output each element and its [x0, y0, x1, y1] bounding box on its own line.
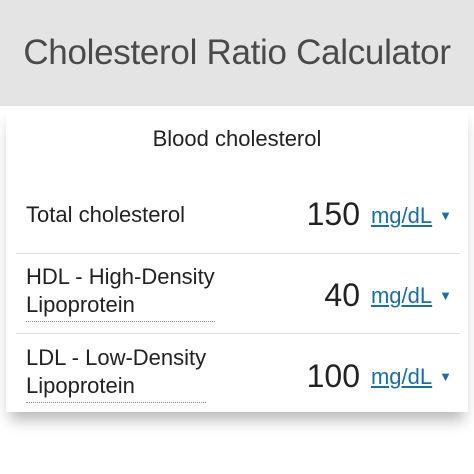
total-cholesterol-input[interactable]: 150	[307, 194, 360, 234]
chevron-down-icon: ▼	[439, 282, 452, 310]
label-line: Lipoprotein	[26, 291, 215, 319]
total-cholesterol-row: Total cholesterol 150 mg/dL ▼	[16, 177, 460, 254]
ldl-row: LDL - Low-Density Lipoprotein 100 mg/dL ▼	[16, 334, 460, 412]
label-line: Total cholesterol	[26, 201, 185, 229]
total-cholesterol-label: Total cholesterol	[26, 201, 185, 229]
header-bar: Cholesterol Ratio Calculator	[0, 0, 474, 106]
ldl-unit-select[interactable]: mg/dL ▼	[371, 363, 452, 391]
label-line: Lipoprotein	[26, 372, 206, 400]
chevron-down-icon: ▼	[439, 202, 452, 230]
ldl-label: LDL - Low-Density Lipoprotein	[26, 344, 206, 403]
chevron-down-icon: ▼	[439, 363, 452, 391]
section-title: Blood cholesterol	[6, 106, 468, 172]
hdl-input[interactable]: 40	[324, 275, 360, 315]
ldl-input[interactable]: 100	[307, 356, 360, 396]
hdl-row: HDL - High-Density Lipoprotein 40 mg/dL ▼	[16, 253, 460, 334]
unit-label: mg/dL	[371, 364, 432, 389]
label-line: HDL - High-Density	[26, 263, 215, 291]
hdl-label: HDL - High-Density Lipoprotein	[26, 263, 215, 322]
calculator-card: Blood cholesterol Total cholesterol 150 …	[6, 106, 468, 412]
label-line: LDL - Low-Density	[26, 344, 206, 372]
hdl-unit-select[interactable]: mg/dL ▼	[371, 282, 452, 310]
page-title: Cholesterol Ratio Calculator	[23, 33, 450, 73]
total-cholesterol-unit-select[interactable]: mg/dL ▼	[371, 202, 452, 230]
unit-label: mg/dL	[371, 203, 432, 228]
unit-label: mg/dL	[371, 283, 432, 308]
